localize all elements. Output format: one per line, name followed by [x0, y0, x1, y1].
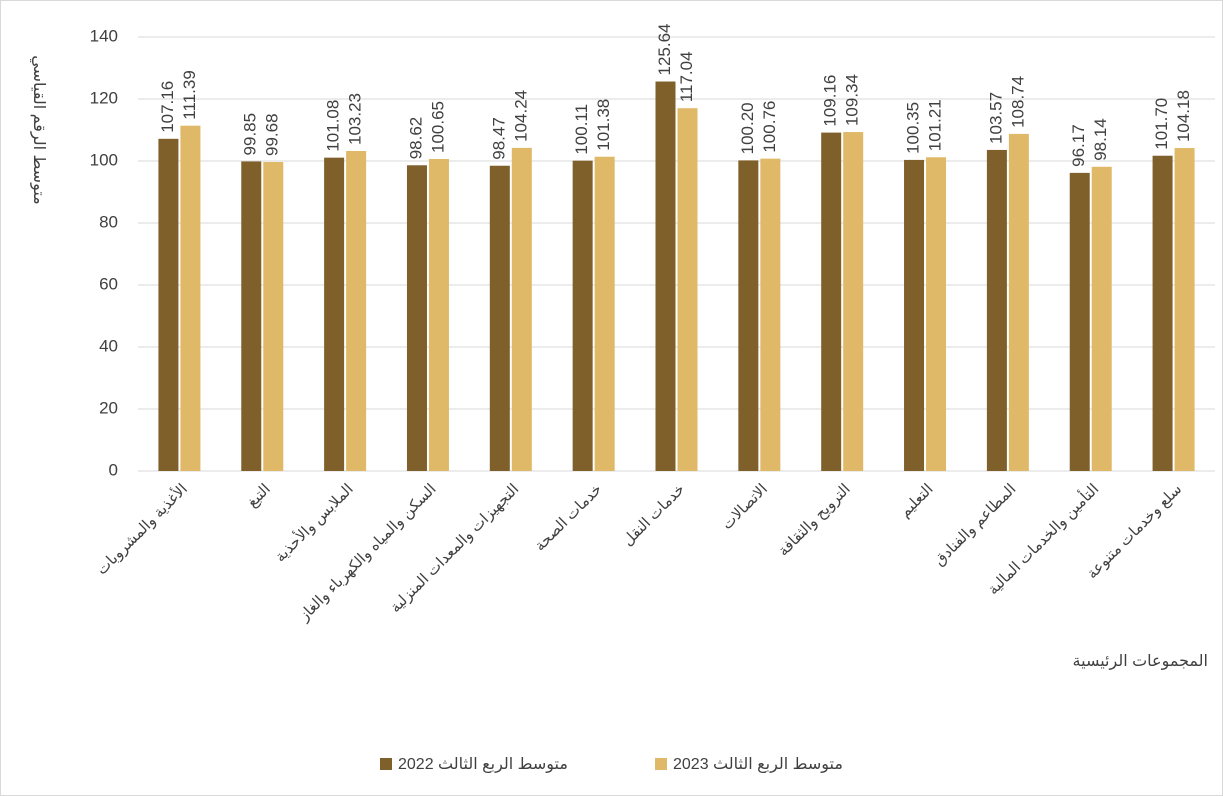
- bar: [346, 150, 367, 471]
- y-tick-label: 40: [99, 336, 118, 355]
- value-label: 98.47: [489, 117, 508, 160]
- bar: [241, 161, 262, 471]
- y-tick-label: 100: [90, 150, 118, 169]
- bar: [821, 132, 842, 471]
- bar: [489, 165, 510, 472]
- value-label: 104.24: [511, 90, 530, 142]
- legend-label: متوسط الربع الثالث 2023: [673, 756, 843, 774]
- y-tick-label: 20: [99, 398, 118, 417]
- y-axis-title: متوسط الرقم القياسي: [29, 55, 47, 204]
- bar: [572, 160, 593, 471]
- y-tick-label: 120: [90, 88, 118, 107]
- value-label: 100.76: [760, 101, 779, 153]
- value-label: 109.34: [843, 74, 862, 126]
- bar: [1174, 148, 1195, 472]
- legend-swatch: [380, 758, 392, 770]
- value-label: 103.23: [346, 93, 365, 145]
- value-label: 100.65: [428, 101, 447, 153]
- bar: [180, 125, 201, 471]
- value-label: 100.11: [572, 104, 591, 155]
- bar: [324, 157, 345, 472]
- bar: [986, 149, 1007, 472]
- value-label: 100.20: [738, 102, 757, 154]
- legend-label: متوسط الربع الثالث 2022: [398, 756, 568, 774]
- bar: [738, 160, 759, 471]
- value-label: 111.39: [180, 70, 199, 119]
- y-tick-label: 0: [109, 460, 118, 479]
- bar: [263, 161, 284, 471]
- value-label: 107.16: [158, 81, 177, 133]
- value-label: 101.38: [594, 99, 613, 151]
- value-label: 109.16: [821, 75, 840, 127]
- y-tick-label: 140: [90, 26, 118, 45]
- value-label: 117.04: [677, 51, 696, 102]
- y-tick-label: 80: [99, 212, 118, 231]
- value-label: 100.35: [904, 102, 923, 154]
- bar: [1152, 155, 1173, 472]
- value-label: 99.68: [263, 113, 282, 156]
- bar: [904, 159, 925, 472]
- bar: [406, 165, 427, 471]
- value-label: 101.21: [926, 99, 945, 151]
- bar: [655, 81, 676, 472]
- value-label: 125.64: [655, 24, 674, 76]
- value-label: 101.70: [1152, 98, 1171, 150]
- bar: [158, 138, 179, 471]
- value-label: 104.18: [1174, 90, 1193, 142]
- value-label: 108.74: [1008, 76, 1027, 128]
- value-label: 99.85: [241, 113, 260, 156]
- value-label: 101.08: [324, 100, 343, 152]
- bar: [511, 147, 532, 471]
- value-label: 103.57: [986, 92, 1005, 144]
- y-tick-label: 60: [99, 274, 118, 293]
- value-label: 96.17: [1069, 124, 1088, 167]
- legend-swatch: [655, 758, 667, 770]
- bar: [1069, 172, 1090, 472]
- bar: [926, 157, 947, 471]
- bar: [428, 158, 449, 472]
- bar: [843, 132, 864, 471]
- bar: [1091, 166, 1112, 472]
- bar: [594, 156, 615, 472]
- value-label: 98.14: [1091, 118, 1110, 161]
- bar: [677, 108, 698, 472]
- bar: [1008, 133, 1029, 471]
- bar: [760, 158, 781, 472]
- value-label: 98.62: [406, 117, 425, 160]
- x-axis-title: المجموعات الرئيسية: [1073, 653, 1208, 671]
